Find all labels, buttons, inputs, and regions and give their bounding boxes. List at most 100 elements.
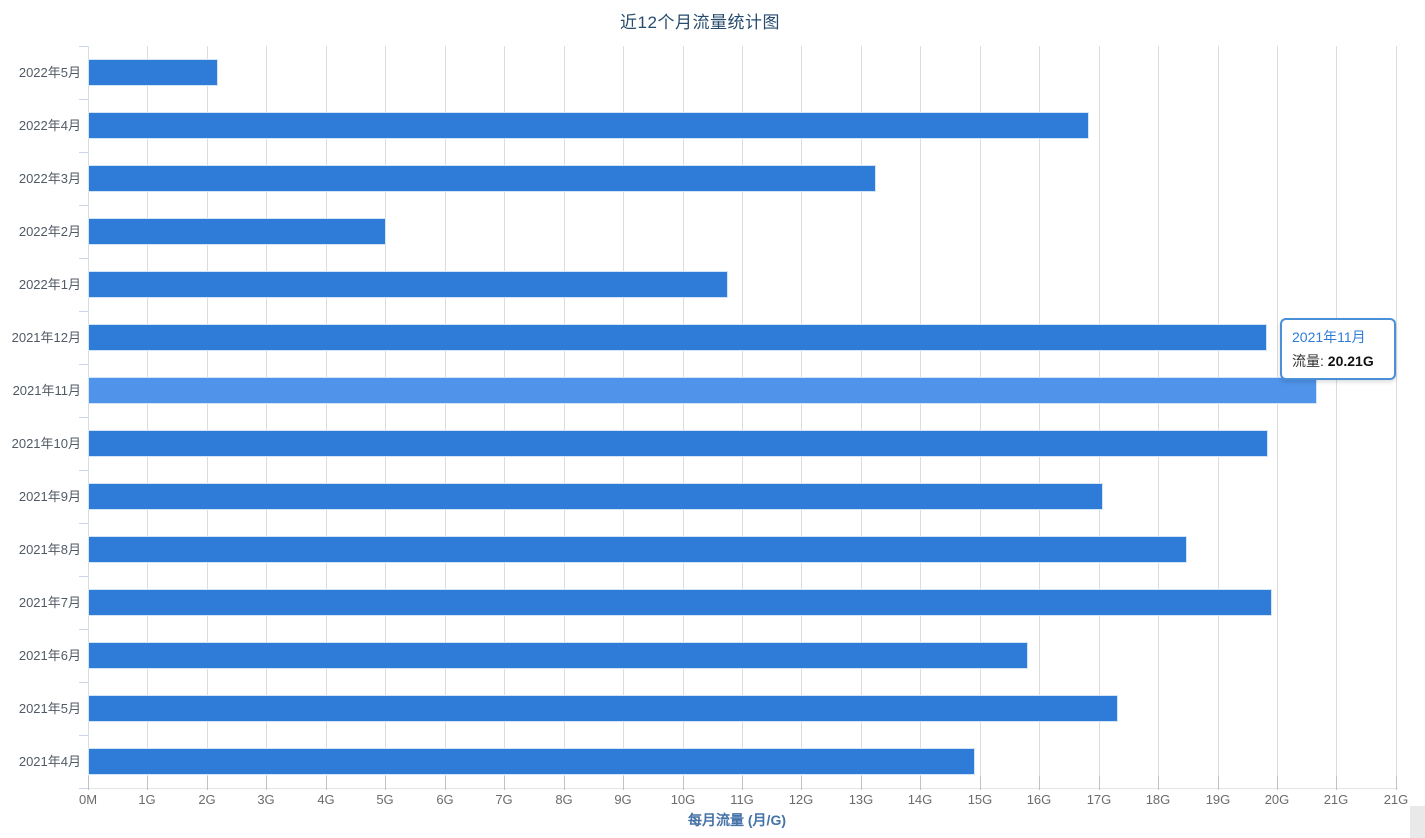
gridline [980,46,981,788]
x-axis-tick [88,776,89,790]
y-axis-tick [79,46,88,47]
x-axis-tick [1099,776,1100,790]
x-axis-tick [564,776,565,790]
x-axis-tick-label: 5G [376,792,394,807]
x-axis-tick [1336,776,1337,790]
y-category-label: 2021年4月 [18,753,81,769]
x-axis-tick [742,776,743,790]
bar-2022年3月[interactable] [88,165,876,192]
y-axis-tick [79,417,88,418]
x-axis-tick-label: 11G [730,792,754,807]
bar-2021年7月[interactable] [88,589,1272,616]
gridline [326,46,327,788]
x-axis-tick [1396,776,1397,790]
gridline [801,46,802,788]
x-axis-tick [920,776,921,790]
x-axis-tick-label: 16G [1026,792,1052,807]
x-axis-tick [385,776,386,790]
bar-2022年1月[interactable] [88,271,728,298]
bar-2021年12月[interactable] [88,324,1267,351]
x-axis-tick-label: 7G [495,792,513,807]
x-axis-tick [326,776,327,790]
y-axis-tick [79,152,88,153]
bar-2021年4月[interactable] [88,748,975,775]
tooltip-value-row: 流量: 20.21G [1292,351,1384,371]
x-axis-tick [445,776,446,790]
y-category-label: 2022年3月 [18,170,81,186]
x-axis-tick-label: 9G [614,792,632,807]
y-category-label: 2021年10月 [11,435,81,451]
tooltip: 2021年11月 流量: 20.21G [1280,318,1396,380]
x-axis-tick-label: 12G [788,792,814,807]
gridline [742,46,743,788]
tooltip-label: 流量: [1292,353,1324,369]
gridline [1099,46,1100,788]
bar-2021年10月[interactable] [88,430,1268,457]
x-axis-tick [980,776,981,790]
x-axis-tick-label: 18G [1145,792,1171,807]
x-axis-tick-label: 0M [78,792,98,807]
tooltip-category: 2021年11月 [1292,329,1366,345]
gridline [683,46,684,788]
y-axis-tick [79,364,88,365]
x-axis-tick-label: 19G [1205,792,1231,807]
bar-2021年5月[interactable] [88,695,1118,722]
bar-2021年8月[interactable] [88,536,1187,563]
x-axis-tick [147,776,148,790]
x-axis-tick-label: 8G [555,792,573,807]
gridline [88,46,89,788]
bar-2022年5月[interactable] [88,59,218,86]
bar-2021年6月[interactable] [88,642,1028,669]
y-axis-tick [79,576,88,577]
x-axis-tick-label: 21G [1323,792,1349,807]
x-axis-tick [266,776,267,790]
x-axis-line [88,788,1398,789]
y-category-label: 2021年6月 [18,647,81,663]
plot-area [88,46,1413,788]
y-axis-tick [79,523,88,524]
y-axis-tick [79,311,88,312]
y-category-label: 2021年12月 [11,329,81,345]
x-axis-tick-label: 15G [967,792,993,807]
x-axis-tick [1277,776,1278,790]
x-axis-tick-label: 17G [1086,792,1112,807]
x-axis-title: 每月流量 (月/G) [688,812,786,828]
x-axis-tick-label: 21G [1383,792,1409,807]
x-axis-tick-label: 3G [257,792,275,807]
x-axis-tick [1039,776,1040,790]
y-axis-tick [79,682,88,683]
gridline [564,46,565,788]
gridline [266,46,267,788]
bar-2021年11月[interactable] [88,377,1317,404]
bar-2022年4月[interactable] [88,112,1089,139]
x-axis-tick [504,776,505,790]
gridline [1396,46,1397,788]
gridline [861,46,862,788]
y-category-label: 2021年8月 [18,541,81,557]
x-axis-tick [861,776,862,790]
x-axis-tick-label: 1G [138,792,156,807]
gridline [1158,46,1159,788]
bar-2022年2月[interactable] [88,218,386,245]
scrollbar-corner [1410,806,1425,838]
y-axis-tick [79,629,88,630]
x-axis-tick-label: 14G [907,792,933,807]
y-category-label: 2022年5月 [18,64,81,80]
x-axis-tick [207,776,208,790]
gridline [207,46,208,788]
gridline [1277,46,1278,788]
x-axis-tick-label: 13G [848,792,874,807]
y-axis-tick [79,788,88,789]
y-category-label: 2021年5月 [18,700,81,716]
gridline [1039,46,1040,788]
x-axis-tick-label: 2G [198,792,216,807]
y-axis-tick [79,735,88,736]
x-axis-tick [623,776,624,790]
y-category-label: 2022年2月 [18,223,81,239]
x-axis-tick-label: 10G [670,792,696,807]
y-axis-tick [79,258,88,259]
y-category-label: 2021年9月 [18,488,81,504]
bar-2021年9月[interactable] [88,483,1103,510]
x-axis-tick [801,776,802,790]
gridline [445,46,446,788]
